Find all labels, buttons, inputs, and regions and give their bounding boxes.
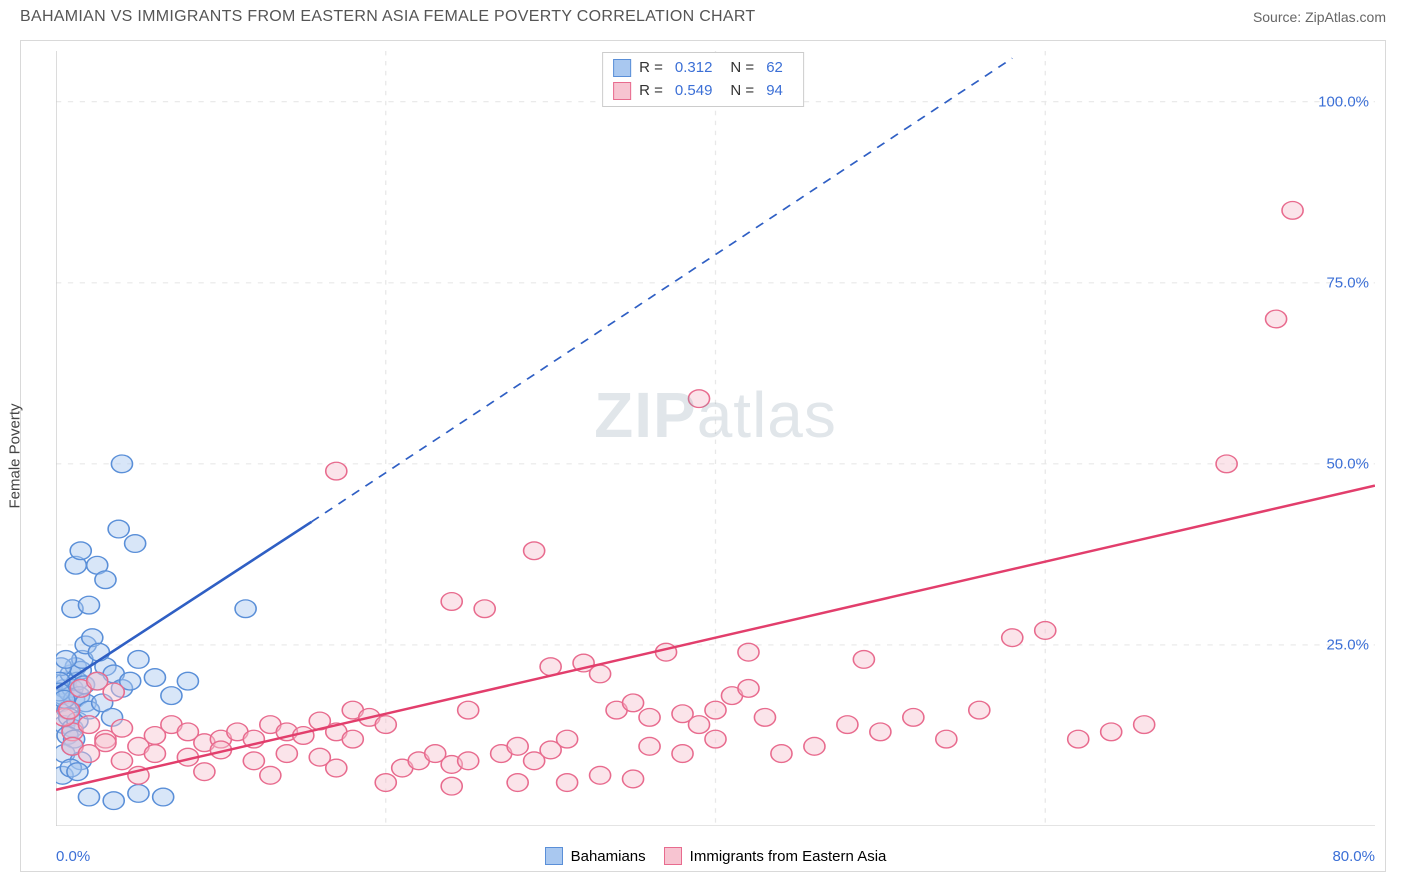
series-legend-item: Immigrants from Eastern Asia (664, 847, 887, 865)
n-label: N = (730, 80, 754, 103)
x-axis-legend: Bahamians Immigrants from Eastern Asia (56, 847, 1375, 865)
source-link[interactable]: ZipAtlas.com (1305, 9, 1386, 25)
series-label: Immigrants from Eastern Asia (690, 848, 887, 865)
r-value: 0.549 (675, 80, 713, 103)
r-value: 0.312 (675, 57, 713, 80)
series-legend-item: Bahamians (545, 847, 646, 865)
stats-legend-row: R = 0.312 N = 62 (613, 57, 793, 80)
chart-title: BAHAMIAN VS IMMIGRANTS FROM EASTERN ASIA… (20, 8, 756, 26)
legend-swatch (613, 59, 631, 77)
x-tick-max: 80.0% (1332, 848, 1375, 865)
series-label: Bahamians (571, 848, 646, 865)
y-tick-label: 50.0% (1326, 455, 1369, 472)
y-axis-label: Female Poverty (7, 403, 24, 508)
scatter-plot-svg (56, 51, 1375, 826)
n-label: N = (730, 57, 754, 80)
n-value: 94 (766, 80, 783, 103)
r-label: R = (639, 80, 663, 103)
stats-legend-row: R = 0.549 N = 94 (613, 80, 793, 103)
legend-swatch (545, 847, 563, 865)
n-value: 62 (766, 57, 783, 80)
source-label: Source: ZipAtlas.com (1253, 9, 1386, 25)
legend-swatch (613, 82, 631, 100)
chart-container: Female Poverty ZIPatlas R =0.312N =62R =… (20, 40, 1386, 872)
stats-legend: R = 0.312 N = 62 R = 0.549 N = 94 (602, 52, 804, 107)
plot-area: ZIPatlas (56, 51, 1375, 826)
source-prefix: Source: (1253, 9, 1305, 25)
y-tick-label: 25.0% (1326, 636, 1369, 653)
y-tick-label: 75.0% (1326, 274, 1369, 291)
y-tick-label: 100.0% (1318, 93, 1369, 110)
r-label: R = (639, 57, 663, 80)
legend-swatch (664, 847, 682, 865)
